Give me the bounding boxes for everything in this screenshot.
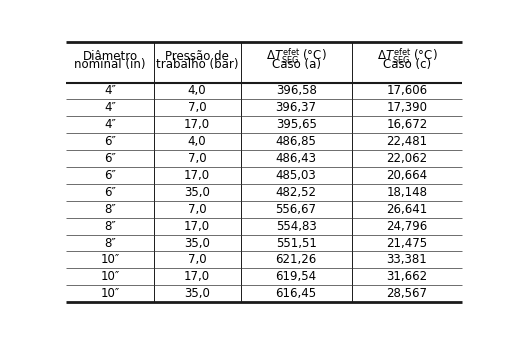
Text: 4″: 4″ (104, 101, 116, 114)
Text: 17,606: 17,606 (386, 85, 428, 98)
Text: 556,67: 556,67 (276, 203, 317, 216)
Text: 17,0: 17,0 (184, 270, 210, 283)
Text: nominal (in): nominal (in) (74, 58, 146, 71)
Text: 4″: 4″ (104, 118, 116, 131)
Text: 26,641: 26,641 (386, 203, 428, 216)
Text: Pressão de: Pressão de (165, 50, 229, 63)
Text: 486,85: 486,85 (276, 135, 316, 148)
Text: 621,26: 621,26 (276, 253, 317, 266)
Text: 10″: 10″ (101, 270, 120, 283)
Text: 31,662: 31,662 (386, 270, 428, 283)
Text: 8″: 8″ (104, 203, 116, 216)
Text: 17,0: 17,0 (184, 169, 210, 182)
Text: 17,0: 17,0 (184, 220, 210, 233)
Text: 17,0: 17,0 (184, 118, 210, 131)
Text: 35,0: 35,0 (184, 287, 210, 300)
Text: 7,0: 7,0 (188, 101, 206, 114)
Text: 17,390: 17,390 (386, 101, 427, 114)
Text: 28,567: 28,567 (386, 287, 427, 300)
Text: 35,0: 35,0 (184, 186, 210, 199)
Text: 24,796: 24,796 (386, 220, 428, 233)
Text: 4,0: 4,0 (188, 85, 206, 98)
Text: 6″: 6″ (104, 186, 116, 199)
Text: 22,062: 22,062 (386, 152, 428, 165)
Text: 551,51: 551,51 (276, 237, 316, 250)
Text: 7,0: 7,0 (188, 253, 206, 266)
Text: 6″: 6″ (104, 169, 116, 182)
Text: 6″: 6″ (104, 135, 116, 148)
Text: 10″: 10″ (101, 287, 120, 300)
Text: Caso (a): Caso (a) (271, 58, 320, 71)
Text: 10″: 10″ (101, 253, 120, 266)
Text: 486,43: 486,43 (276, 152, 317, 165)
Text: 554,83: 554,83 (276, 220, 316, 233)
Text: 7,0: 7,0 (188, 152, 206, 165)
Text: 20,664: 20,664 (386, 169, 428, 182)
Text: Diâmetro: Diâmetro (83, 50, 138, 63)
Text: 7,0: 7,0 (188, 203, 206, 216)
Text: trabalho (bar): trabalho (bar) (156, 58, 238, 71)
Text: 4″: 4″ (104, 85, 116, 98)
Text: 482,52: 482,52 (276, 186, 317, 199)
Text: 35,0: 35,0 (184, 237, 210, 250)
Text: 616,45: 616,45 (276, 287, 317, 300)
Text: 8″: 8″ (104, 237, 116, 250)
Text: 485,03: 485,03 (276, 169, 316, 182)
Text: 16,672: 16,672 (386, 118, 428, 131)
Text: 395,65: 395,65 (276, 118, 316, 131)
Text: 22,481: 22,481 (386, 135, 428, 148)
Text: 8″: 8″ (104, 220, 116, 233)
Text: 21,475: 21,475 (386, 237, 428, 250)
Text: 619,54: 619,54 (276, 270, 317, 283)
Text: 396,58: 396,58 (276, 85, 316, 98)
Text: $\Delta T_\mathregular{SEG}^\mathregular{efet}$ (°C): $\Delta T_\mathregular{SEG}^\mathregular… (377, 47, 437, 66)
Text: 18,148: 18,148 (386, 186, 427, 199)
Text: 4,0: 4,0 (188, 135, 206, 148)
Text: 6″: 6″ (104, 152, 116, 165)
Text: $\Delta T_\mathregular{SEG}^\mathregular{efet}$ (°C): $\Delta T_\mathregular{SEG}^\mathregular… (266, 47, 327, 66)
Text: 396,37: 396,37 (276, 101, 317, 114)
Text: Caso (c): Caso (c) (383, 58, 431, 71)
Text: 33,381: 33,381 (386, 253, 427, 266)
